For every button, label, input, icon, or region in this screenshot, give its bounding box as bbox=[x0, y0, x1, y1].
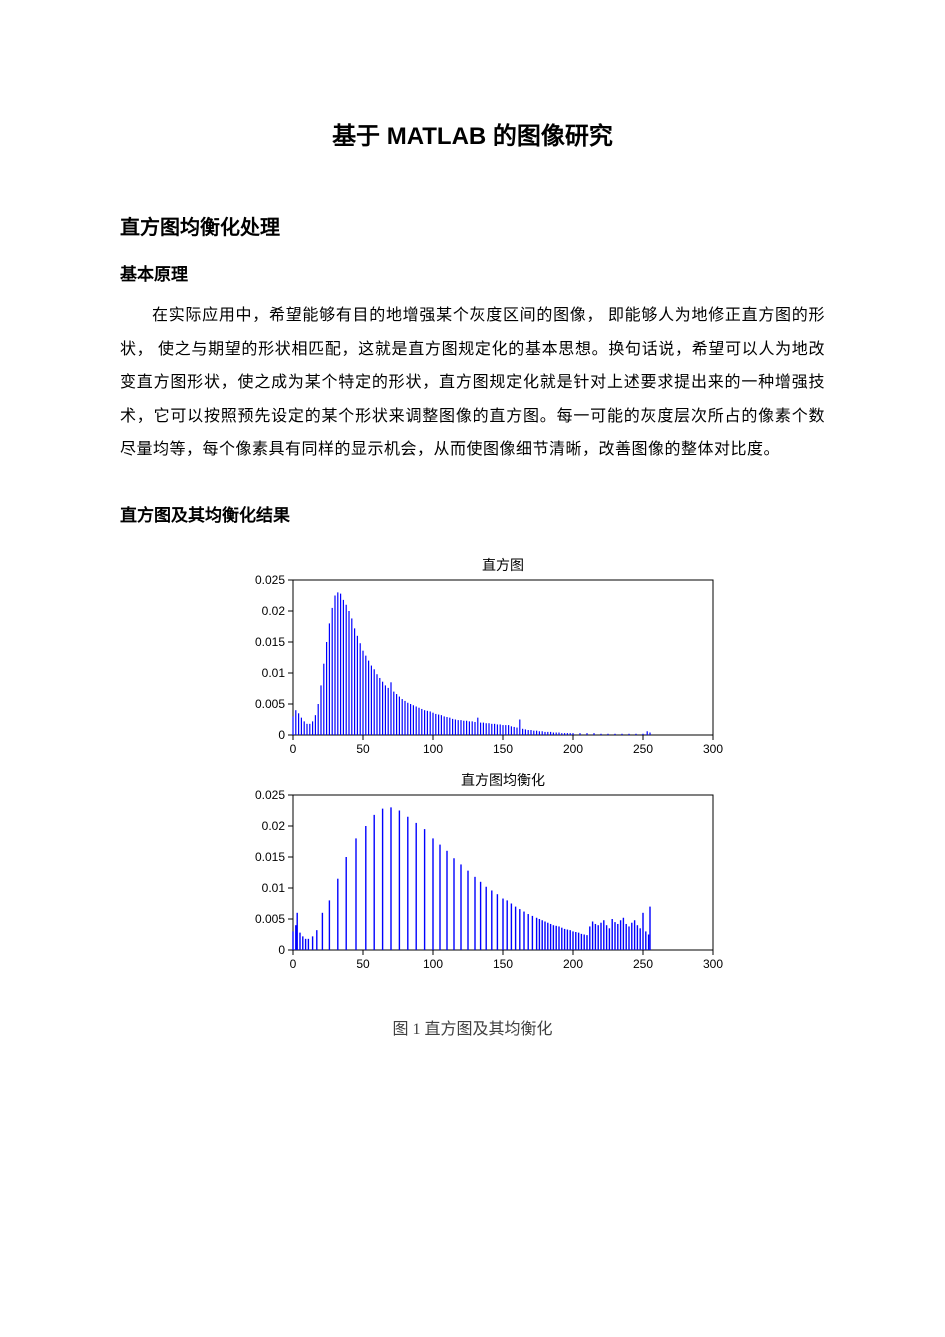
svg-text:150: 150 bbox=[492, 957, 512, 971]
document-title: 基于 MATLAB 的图像研究 bbox=[120, 116, 825, 151]
svg-text:250: 250 bbox=[632, 957, 652, 971]
svg-text:50: 50 bbox=[356, 742, 370, 756]
svg-text:100: 100 bbox=[422, 957, 442, 971]
svg-text:150: 150 bbox=[492, 742, 512, 756]
subheading-principle: 基本原理 bbox=[120, 260, 825, 285]
svg-text:0.005: 0.005 bbox=[254, 912, 284, 926]
svg-text:0.015: 0.015 bbox=[254, 635, 284, 649]
histogram-charts: 直方图 0 50 100 150 200 250 300 0 0.005 0.01 0.015 0.02… bbox=[213, 552, 733, 982]
body-paragraph: 在实际应用中，希望能够有目的地增强某个灰度区间的图像， 即能够人为地修正直方图的… bbox=[120, 299, 825, 467]
svg-text:250: 250 bbox=[632, 742, 652, 756]
svg-text:0.01: 0.01 bbox=[261, 666, 285, 680]
figure-caption: 图 1 直方图及其均衡化 bbox=[120, 1015, 825, 1039]
svg-text:0.025: 0.025 bbox=[254, 788, 284, 802]
figure-container: 直方图 0 50 100 150 200 250 300 0 0.005 0.01 0.015 0.02… bbox=[120, 552, 825, 1039]
svg-text:0.01: 0.01 bbox=[261, 881, 285, 895]
svg-text:200: 200 bbox=[562, 742, 582, 756]
svg-text:0.015: 0.015 bbox=[254, 850, 284, 864]
svg-text:100: 100 bbox=[422, 742, 442, 756]
subheading-result: 直方图及其均衡化结果 bbox=[120, 501, 825, 526]
section-heading: 直方图均衡化处理 bbox=[120, 211, 825, 240]
svg-text:0.025: 0.025 bbox=[254, 573, 284, 587]
svg-text:200: 200 bbox=[562, 957, 582, 971]
svg-text:直方图: 直方图 bbox=[482, 557, 524, 574]
svg-text:0: 0 bbox=[289, 742, 296, 756]
svg-text:300: 300 bbox=[702, 742, 722, 756]
svg-text:0.02: 0.02 bbox=[261, 604, 285, 618]
svg-text:50: 50 bbox=[356, 957, 370, 971]
svg-text:直方图均衡化: 直方图均衡化 bbox=[461, 772, 545, 789]
document-page: 基于 MATLAB 的图像研究 直方图均衡化处理 基本原理 在实际应用中，希望能… bbox=[0, 0, 945, 1337]
svg-text:300: 300 bbox=[702, 957, 722, 971]
svg-text:0: 0 bbox=[278, 943, 285, 957]
svg-text:0.02: 0.02 bbox=[261, 819, 285, 833]
svg-text:0.005: 0.005 bbox=[254, 697, 284, 711]
svg-text:0: 0 bbox=[278, 728, 285, 742]
svg-text:0: 0 bbox=[289, 957, 296, 971]
